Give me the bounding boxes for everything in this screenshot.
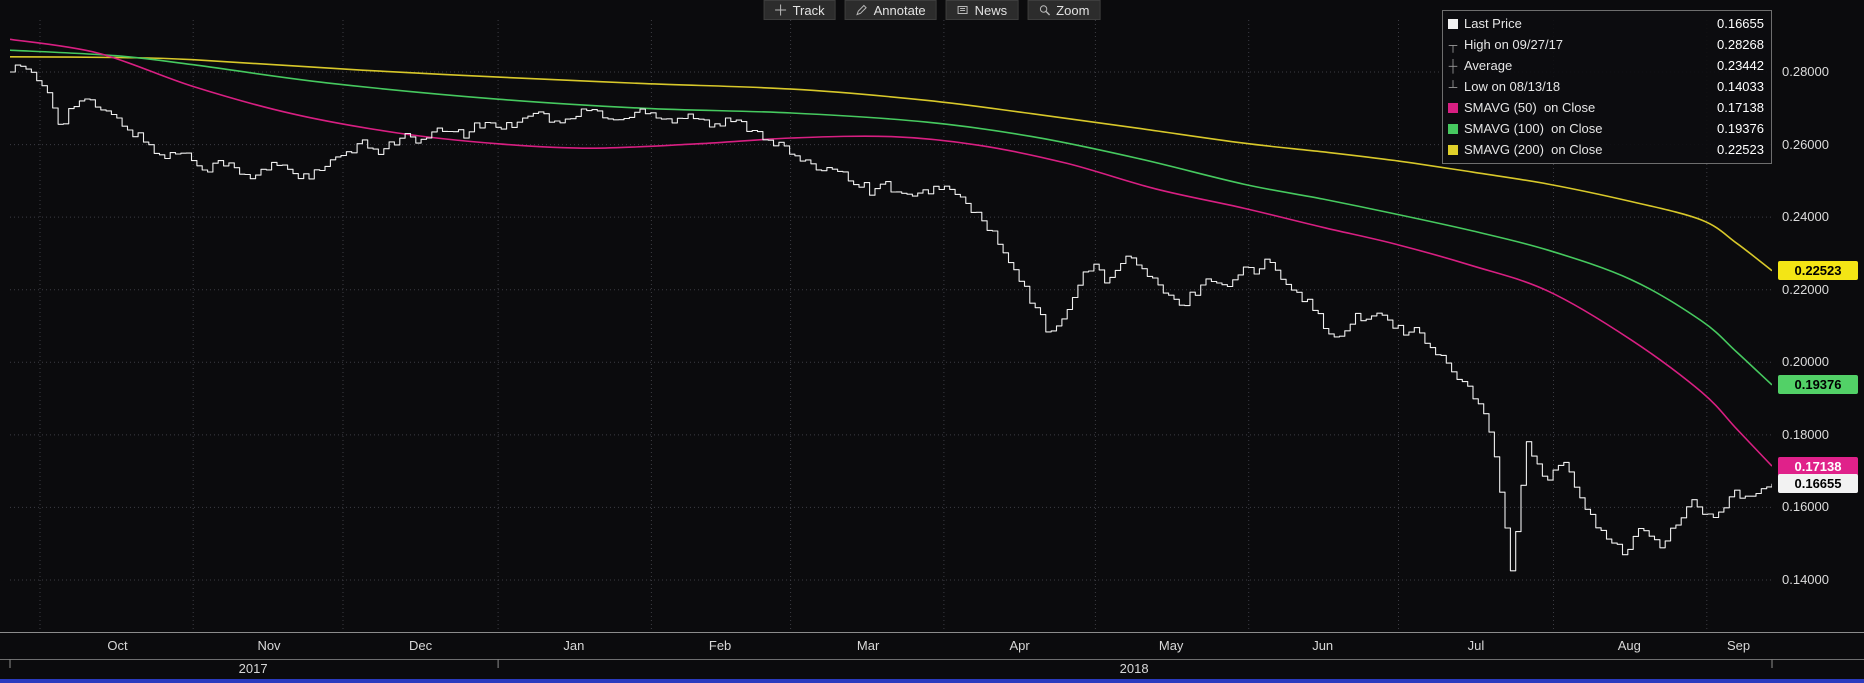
legend-label: SMAVG (50) on Close [1464,100,1596,115]
legend-label: SMAVG (100) on Close [1464,121,1603,136]
x-year-label-2018: 2018 [1119,661,1149,676]
legend-row-smavg-50-on-close: SMAVG (50) on Close 0.17138 [1448,97,1764,118]
y-tick-label-0.22000: 0.22000 [1782,281,1829,297]
legend-value: 0.23442 [1717,58,1764,73]
smavg-50-badge: 0.17138 [1778,456,1858,476]
smavg-200-badge: 0.22523 [1778,261,1858,281]
series-smavg-200-on-close [10,56,1772,272]
toolbar-button-annotate[interactable]: Annotate [844,0,937,20]
x-month-label-nov: Nov [257,638,281,653]
legend-value: 0.16655 [1717,16,1764,31]
y-tick-label-0.16000: 0.16000 [1782,499,1829,515]
legend-row-high-on-09-27-17: ┬ High on 09/27/17 0.28268 [1448,34,1764,55]
series-group [10,38,1772,572]
average-marker-icon: ┼ [1448,58,1458,73]
y-tick-label-0.14000: 0.14000 [1782,572,1829,587]
legend-label: Low on 08/13/18 [1464,79,1561,94]
smavg200-swatch [1448,144,1458,155]
legend-row-low-on-08-13-18: ┴ Low on 08/13/18 0.14033 [1448,76,1764,97]
x-month-label-jan: Jan [563,638,585,653]
legend-value: 0.17138 [1717,100,1764,115]
x-month-label-oct: Oct [107,638,128,653]
x-year-label-2017: 2017 [238,661,268,676]
zoom-magnifier-icon [1038,4,1050,16]
high-marker-icon: ┬ [1448,37,1458,52]
legend-label: Last Price [1464,16,1522,31]
legend-row-smavg-100-on-close: SMAVG (100) on Close 0.19376 [1448,118,1764,139]
toolbar-button-label: Annotate [873,2,926,18]
toolbar-button-track[interactable]: Track [763,0,836,20]
bottom-strip [0,679,1864,683]
smavg100-swatch [1448,123,1458,134]
x-month-label-jul: Jul [1467,638,1485,653]
legend-value: 0.28268 [1717,37,1764,52]
legend-label: Average [1464,58,1513,73]
legend-value: 0.19376 [1717,121,1764,136]
smavg50-swatch [1448,102,1458,113]
y-tick-label-0.26000: 0.26000 [1782,136,1829,152]
series-smavg-50-on-close [10,38,1772,467]
last-price-swatch [1448,18,1458,29]
last-price-badge: 0.16655 [1778,474,1858,494]
legend-label: High on 09/27/17 [1464,37,1564,52]
legend-row-last-price: Last Price 0.16655 [1448,13,1764,34]
series-smavg-100-on-close [10,49,1772,386]
low-marker-icon: ┴ [1448,79,1458,94]
legend-row-average: ┼ Average 0.23442 [1448,55,1764,76]
smavg-100-badge: 0.19376 [1778,375,1858,395]
legend-value: 0.14033 [1717,79,1764,94]
toolbar-button-label: Zoom [1056,2,1090,18]
x-month-label-jun: Jun [1312,638,1334,653]
x-month-label-aug: Aug [1617,638,1641,653]
series-last-price [10,64,1772,572]
toolbar-button-label: Track [792,2,825,18]
x-month-label-feb: Feb [708,638,732,653]
y-tick-label-0.24000: 0.24000 [1782,209,1829,225]
legend-row-smavg-200-on-close: SMAVG (200) on Close 0.22523 [1448,139,1764,160]
x-month-label-dec: Dec [408,638,433,653]
toolbar-button-news[interactable]: News [945,0,1019,20]
annotate-pencil-icon [856,4,868,16]
legend-label: SMAVG (200) on Close [1464,142,1603,157]
track-crosshair-icon [775,4,787,16]
chart-legend[interactable]: Last Price 0.16655 ┬ High on 09/27/17 0.2826… [1442,10,1772,164]
x-month-label-sep: Sep [1726,638,1751,653]
x-month-label-mar: Mar [856,638,880,653]
x-month-label-apr: Apr [1009,638,1030,653]
y-tick-label-0.28000: 0.28000 [1782,64,1829,79]
toolbar-button-zoom[interactable]: Zoom [1027,0,1101,20]
y-tick-label-0.20000: 0.20000 [1782,354,1829,370]
toolbar-button-label: News [974,2,1008,18]
y-tick-label-0.18000: 0.18000 [1782,426,1829,442]
x-month-label-may: May [1158,638,1184,653]
chart-toolbar: Track Annotate News Zoom [763,0,1101,20]
legend-value: 0.22523 [1717,142,1764,157]
news-icon [957,4,969,16]
